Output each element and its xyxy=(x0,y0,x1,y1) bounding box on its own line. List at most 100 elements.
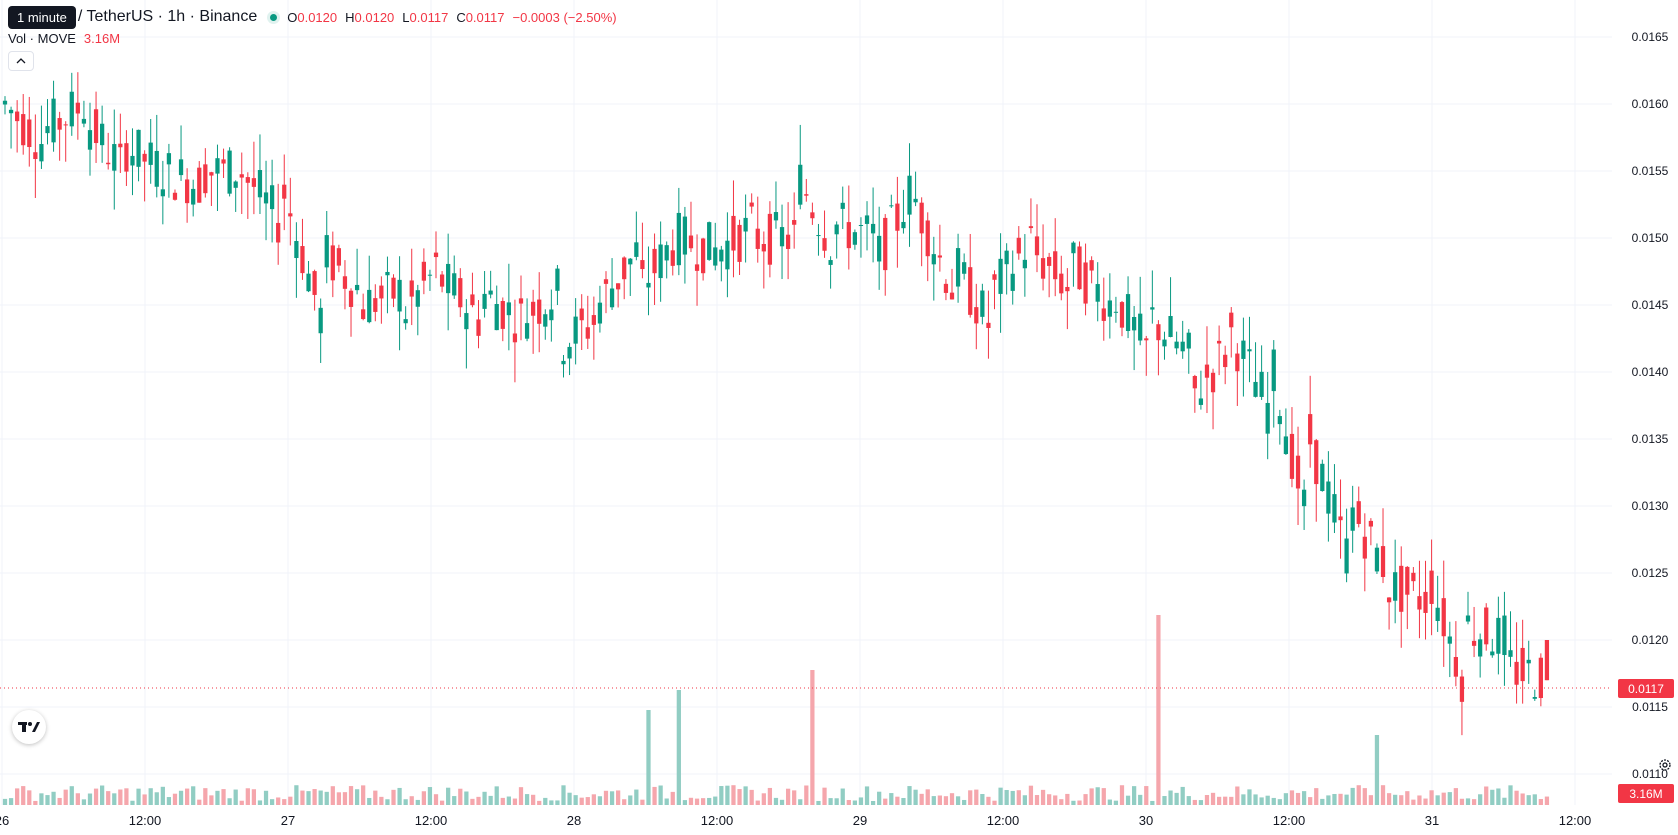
volume-bar xyxy=(452,796,457,805)
volume-bar xyxy=(1350,787,1355,805)
volume-bar xyxy=(494,786,499,805)
candle-body xyxy=(439,274,445,287)
candle-body xyxy=(937,255,942,258)
volume-bar xyxy=(1478,794,1483,805)
candle-body xyxy=(1107,300,1112,317)
candle-body xyxy=(1514,661,1519,685)
tradingview-logo-icon[interactable] xyxy=(12,710,46,744)
market-status-icon xyxy=(267,10,281,24)
volume-bar xyxy=(694,798,700,805)
candle-body xyxy=(336,248,342,266)
candle-body xyxy=(342,276,348,289)
candle-body xyxy=(731,215,736,251)
candle-body xyxy=(160,189,165,197)
candle-body xyxy=(385,271,390,276)
candle-body xyxy=(1411,572,1416,582)
candle-body xyxy=(998,258,1003,294)
volume-bar xyxy=(1271,797,1276,805)
candle-body xyxy=(1047,256,1052,266)
candle-body xyxy=(251,178,257,187)
volume-bar xyxy=(1192,799,1197,805)
collapse-legend-button[interactable] xyxy=(8,51,34,71)
candle-body xyxy=(1192,376,1197,389)
volume-bar xyxy=(1471,799,1477,805)
volume-bar xyxy=(828,798,833,805)
candle-body xyxy=(476,319,481,336)
volume-bar xyxy=(1265,795,1270,805)
volume-bar xyxy=(1125,795,1131,805)
candle-body xyxy=(391,277,396,299)
time-tick-label: 12:00 xyxy=(1559,813,1592,828)
candle-body xyxy=(172,192,178,200)
candle-body xyxy=(282,184,287,199)
volume-bar xyxy=(628,795,633,805)
volume-bar xyxy=(106,791,111,805)
volume-bar xyxy=(191,786,196,805)
volume-bar xyxy=(1386,793,1392,805)
candle-body xyxy=(719,249,724,262)
candle-body xyxy=(1095,284,1100,302)
volume-bar xyxy=(1150,800,1155,805)
volume-bar xyxy=(75,793,80,805)
candle-body xyxy=(913,198,918,203)
volume-bar xyxy=(974,789,979,805)
volume-bar xyxy=(616,790,621,805)
chart-legend: 1 minute / TetherUS · 1h · Binance O0.01… xyxy=(8,5,617,29)
volume-bar xyxy=(767,787,773,805)
candle-body xyxy=(409,280,414,297)
candle-body xyxy=(300,246,305,274)
candle-body xyxy=(1204,364,1210,378)
volume-bar xyxy=(439,800,445,805)
candle-body xyxy=(986,322,991,328)
price-axis[interactable]: 0.0165 0.0160 0.0155 0.0150 0.0145 0.0140 0.01… xyxy=(1632,30,1669,781)
candle-body xyxy=(1010,273,1015,291)
candle-body xyxy=(670,250,675,266)
candle-body xyxy=(743,217,748,232)
volume-tag: 3.16M xyxy=(1618,784,1674,803)
volume-bar xyxy=(1326,795,1331,805)
candle-body xyxy=(373,298,378,312)
timeframe-badge[interactable]: 1 minute xyxy=(8,5,76,29)
volume-bar xyxy=(1089,788,1094,805)
volume-bar xyxy=(664,798,669,805)
candle-body xyxy=(452,273,457,296)
volume-legend: Vol · MOVE 3.16M xyxy=(8,31,120,46)
volume-bar xyxy=(312,789,317,805)
time-tick-label: 28 xyxy=(567,813,581,828)
candle-body xyxy=(1295,455,1301,489)
open-label: O xyxy=(287,9,298,25)
volume-bar xyxy=(203,788,208,805)
volume-bar xyxy=(937,795,942,805)
candle-body xyxy=(2,100,8,105)
volume-bar xyxy=(427,787,433,805)
candle-body xyxy=(1496,617,1501,654)
volume-bar xyxy=(354,789,360,805)
candle-body xyxy=(1113,311,1119,313)
candle-body xyxy=(464,313,469,330)
candle-body xyxy=(749,202,754,207)
candle-body xyxy=(543,314,548,327)
time-axis[interactable]: 26 12:00 27 12:00 28 12:00 29 12:00 30 12:00 31 12:… xyxy=(0,813,1678,828)
volume-bar xyxy=(15,788,20,805)
candle-body xyxy=(949,292,955,300)
candle-body xyxy=(549,309,554,321)
candle-body xyxy=(512,333,518,343)
candle-body xyxy=(725,240,730,270)
volume-bar xyxy=(1186,796,1191,805)
volume-bar xyxy=(901,797,906,805)
candle-body xyxy=(494,303,499,331)
symbol-title[interactable]: / TetherUS · 1h · Binance xyxy=(77,8,258,25)
candle-body xyxy=(779,227,785,247)
gear-icon[interactable] xyxy=(1658,758,1672,772)
candle-body xyxy=(1277,416,1282,425)
candle-body xyxy=(124,143,129,172)
candle-body xyxy=(1326,481,1331,514)
volume-bar xyxy=(785,788,791,805)
volume-bar xyxy=(39,793,44,805)
volume-bar xyxy=(810,670,815,805)
candle-body xyxy=(1119,302,1125,328)
candle-body xyxy=(361,309,366,320)
candle-body xyxy=(1077,246,1082,290)
candle-body xyxy=(1520,647,1525,682)
